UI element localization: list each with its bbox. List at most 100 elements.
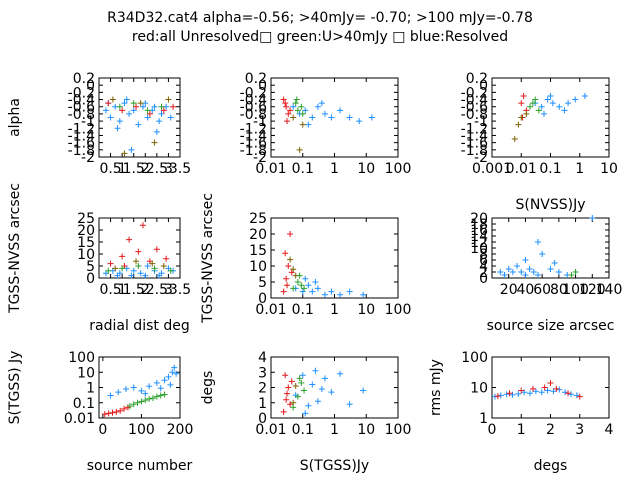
- data-point: [119, 107, 126, 114]
- data-point: [298, 282, 305, 289]
- data-point: [109, 96, 116, 103]
- data-point: [544, 96, 551, 103]
- series-blue: [491, 386, 580, 400]
- data-point: [294, 107, 301, 114]
- data-point: [538, 103, 545, 110]
- y-tick-label: -1.8: [68, 143, 95, 159]
- y-tick-label: -0.8: [461, 107, 488, 123]
- data-point: [299, 110, 306, 117]
- x-tick-label: 100: [385, 422, 412, 438]
- data-point: [505, 266, 512, 272]
- x-tick-label: 1: [517, 422, 526, 438]
- data-point: [290, 285, 297, 292]
- series-blue: [102, 263, 177, 279]
- y-tick-label: -1: [474, 114, 488, 130]
- data-point: [130, 384, 137, 391]
- data-point: [105, 410, 112, 417]
- data-point: [142, 390, 149, 397]
- y-tick-label: 14: [470, 229, 488, 245]
- series-olive: [109, 96, 172, 157]
- data-point: [491, 393, 498, 400]
- data-point: [128, 272, 135, 279]
- data-point: [151, 103, 158, 110]
- data-point: [541, 384, 548, 391]
- x-tick-label: 0.01: [255, 302, 286, 318]
- y-tick-label: 25: [77, 211, 95, 227]
- data-point: [530, 269, 537, 275]
- data-point: [109, 409, 116, 416]
- data-point: [169, 369, 176, 376]
- data-point: [515, 121, 522, 128]
- x-tick-label: 2: [141, 161, 150, 177]
- data-point: [116, 118, 123, 125]
- data-point: [158, 103, 165, 110]
- data-point: [296, 146, 303, 153]
- data-point: [290, 404, 297, 411]
- data-point: [288, 269, 295, 276]
- data-point: [501, 272, 508, 278]
- x-tick-label: 100: [128, 422, 155, 438]
- series-blue: [532, 92, 588, 117]
- x-tick-label: 0.1: [292, 422, 314, 438]
- data-point: [299, 288, 306, 295]
- data-point: [296, 272, 303, 279]
- data-point: [283, 103, 290, 110]
- data-point: [119, 253, 126, 260]
- y-tick-label: 25: [249, 211, 267, 227]
- data-point: [280, 288, 287, 295]
- data-point: [142, 272, 149, 279]
- x-tick-label: 20: [500, 282, 518, 298]
- plot-frame: [98, 77, 181, 158]
- data-point: [282, 100, 289, 107]
- data-point: [314, 285, 321, 292]
- data-point: [280, 96, 287, 103]
- y-tick-label: -1: [253, 114, 267, 130]
- x-tick-label: 2: [141, 282, 150, 298]
- y-tick-label: 8: [479, 247, 488, 263]
- y-tick-label: -1.4: [461, 128, 488, 144]
- series-red: [280, 372, 295, 415]
- y-tick-label: -0.4: [68, 93, 95, 109]
- series-red: [280, 96, 294, 125]
- y-tick-label: 2: [258, 381, 267, 397]
- y-tick-label: 0.01: [64, 411, 95, 427]
- data-point: [538, 389, 545, 396]
- data-point: [133, 103, 140, 110]
- x-tick-label: 1: [330, 302, 339, 318]
- data-point: [153, 379, 160, 386]
- data-point: [285, 263, 292, 269]
- x-tick-label: 1: [575, 161, 584, 177]
- data-point: [146, 383, 153, 390]
- x-tick-label: 1: [118, 282, 127, 298]
- series-olive: [511, 110, 530, 143]
- data-point: [518, 387, 525, 394]
- y-tick-label: -1.6: [240, 136, 267, 152]
- data-point: [161, 391, 168, 398]
- data-point: [167, 381, 174, 388]
- data-point: [314, 103, 321, 110]
- data-point: [296, 375, 303, 382]
- y-tick-label: -1.2: [240, 121, 267, 137]
- data-point: [328, 114, 335, 121]
- data-point: [321, 291, 328, 298]
- data-point: [309, 288, 316, 295]
- y-tick-label: -2: [474, 150, 488, 166]
- x-tick-label: 1.5: [123, 161, 145, 177]
- panel-p2: 0.01 0.1 1 10 1000.20-0.2-0.4-0.6-0.8-1-1.2-…: [240, 71, 412, 177]
- data-point: [130, 107, 137, 114]
- series-blue: [292, 367, 367, 417]
- data-point: [144, 107, 151, 114]
- x-tick-label: 60: [533, 282, 551, 298]
- data-point: [138, 398, 145, 405]
- series-green: [527, 96, 542, 114]
- series-blue: [102, 96, 174, 153]
- data-point: [506, 390, 513, 397]
- data-point: [539, 251, 546, 257]
- data-point: [301, 387, 308, 394]
- x-tick-label: 3: [575, 422, 584, 438]
- data-point: [527, 103, 534, 110]
